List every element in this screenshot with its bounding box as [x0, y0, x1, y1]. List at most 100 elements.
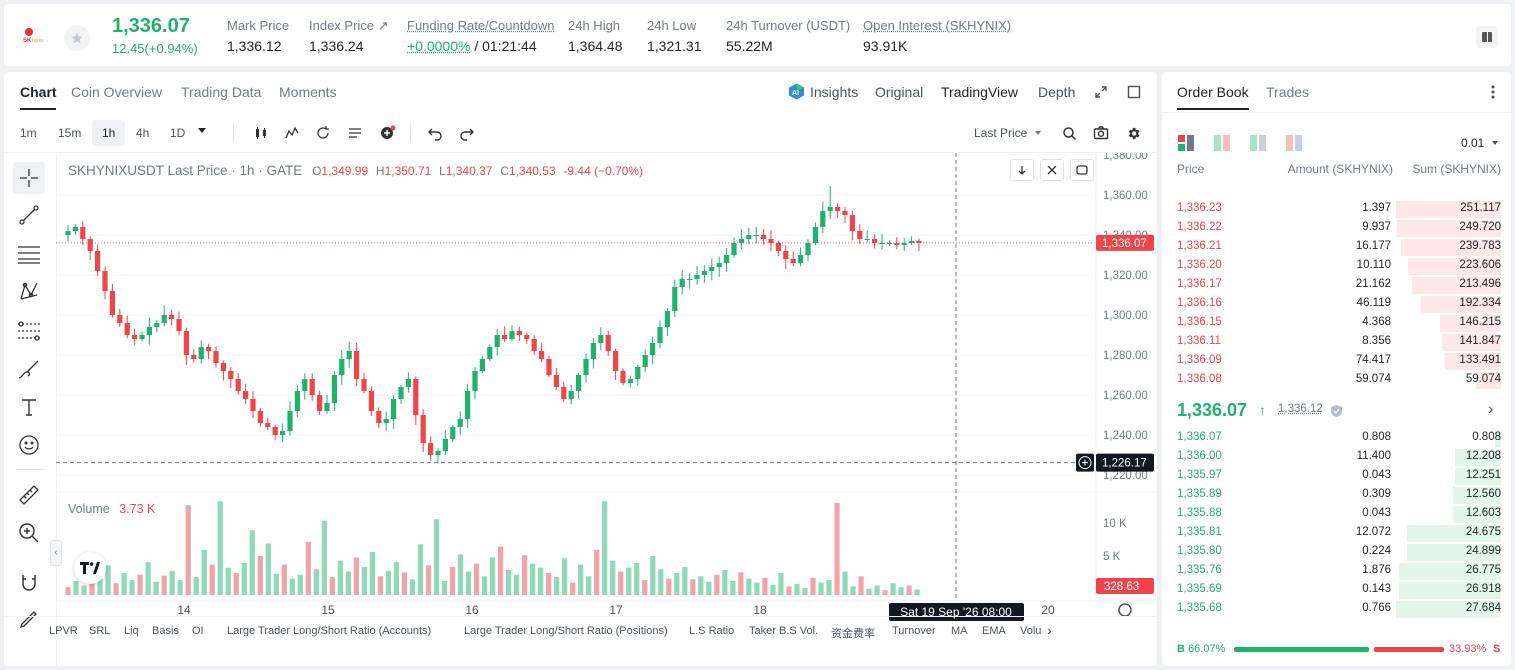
- maximize-pane-icon[interactable]: [1070, 159, 1094, 181]
- redo-icon[interactable]: [454, 120, 480, 146]
- price-type-select[interactable]: Last Price: [974, 126, 1028, 140]
- indicator-liq[interactable]: Liq: [124, 625, 139, 637]
- indicator-volume[interactable]: Volu: [1020, 625, 1042, 637]
- ask-row[interactable]: 1,336.16 46.119 192.334: [1162, 295, 1511, 314]
- lock-drawing-icon[interactable]: [16, 606, 42, 632]
- settings-gear-icon[interactable]: [1120, 120, 1146, 146]
- price-chart[interactable]: 1,380.001,360.001,340.001,320.001,300.00…: [56, 153, 1157, 666]
- search-icon[interactable]: [1056, 120, 1082, 146]
- layout-both-icon[interactable]: [1178, 135, 1194, 156]
- indicator-turnover[interactable]: Turnover: [892, 625, 936, 637]
- indicator-ls-ratio[interactable]: L.S Ratio: [689, 625, 735, 637]
- crosshair-tool-icon[interactable]: [13, 162, 45, 194]
- bid-row[interactable]: 1,336.07 0.808 0.808: [1162, 429, 1511, 448]
- candle-body: [213, 351, 219, 363]
- tab-trades[interactable]: Trades: [1266, 84, 1310, 100]
- bid-row[interactable]: 1,336.00 11.400 12.208: [1162, 448, 1511, 467]
- interval-1m[interactable]: 1m: [20, 126, 37, 140]
- interval-dropdown-icon[interactable]: [198, 128, 206, 133]
- indicator-lpvr[interactable]: LPVR: [49, 625, 78, 637]
- candle-body: [139, 335, 145, 339]
- ask-row[interactable]: 1,336.23 1.397 251.117: [1162, 200, 1511, 219]
- view-depth[interactable]: Depth: [1038, 84, 1076, 100]
- bid-row[interactable]: 1,335.76 1.876 26.775: [1162, 562, 1511, 581]
- brush-tool-icon[interactable]: [16, 356, 42, 382]
- bid-price: 1,335.80: [1177, 545, 1222, 557]
- ask-row[interactable]: 1,336.20 10.110 223.606: [1162, 257, 1511, 276]
- window-icon[interactable]: [1121, 79, 1147, 105]
- ask-row[interactable]: 1,336.22 9.937 249.720: [1162, 219, 1511, 238]
- bid-row[interactable]: 1,335.97 0.043 12.251: [1162, 467, 1511, 486]
- magnet-tool-icon[interactable]: [16, 570, 42, 596]
- time-scale-settings-icon[interactable]: [1118, 603, 1132, 617]
- tab-moments[interactable]: Moments: [279, 84, 337, 100]
- ask-row[interactable]: 1,336.11 8.356 141.847: [1162, 333, 1511, 352]
- ask-row[interactable]: 1,336.17 21.162 213.496: [1162, 276, 1511, 295]
- more-chevron-icon[interactable]: ›: [1488, 401, 1494, 418]
- interval-1h[interactable]: 1h: [92, 120, 126, 146]
- collapse-pane-icon[interactable]: [1040, 159, 1064, 181]
- more-options-icon[interactable]: [1488, 84, 1498, 100]
- ask-row[interactable]: 1,336.21 16.177 239.783: [1162, 238, 1511, 257]
- view-insights[interactable]: Insights: [810, 84, 859, 100]
- bid-row[interactable]: 1,335.69 0.143 26.918: [1162, 581, 1511, 600]
- interval-1d[interactable]: 1D: [170, 126, 186, 140]
- pattern-tool-icon[interactable]: [16, 279, 42, 305]
- text-tool-icon[interactable]: [16, 394, 42, 420]
- bid-row[interactable]: 1,335.81 12.072 24.675: [1162, 524, 1511, 543]
- replay-icon[interactable]: [310, 120, 336, 146]
- view-original[interactable]: Original: [875, 84, 924, 100]
- bid-row[interactable]: 1,335.68 0.766 27.684: [1162, 600, 1511, 619]
- indicator-oi[interactable]: OI: [192, 625, 204, 637]
- candle-type-icon[interactable]: [248, 120, 274, 146]
- ruler-tool-icon[interactable]: [16, 482, 42, 508]
- volume-bar: [714, 574, 720, 595]
- precision-select[interactable]: 0.01: [1461, 136, 1485, 150]
- horizontal-lines-tool-icon[interactable]: [16, 241, 42, 267]
- trend-line-tool-icon[interactable]: [16, 202, 42, 228]
- tab-order-book[interactable]: Order Book: [1177, 84, 1249, 100]
- expand-icon[interactable]: [1088, 79, 1114, 105]
- index-price-label[interactable]: Index Price ↗: [309, 18, 389, 33]
- layout-sell-icon[interactable]: [1286, 135, 1302, 156]
- indicators-scroll-right-icon[interactable]: ›: [1047, 622, 1052, 638]
- ask-row[interactable]: 1,336.08 59.074 59.074: [1162, 371, 1511, 390]
- indicator-ma[interactable]: MA: [951, 625, 968, 637]
- templates-icon[interactable]: [342, 120, 368, 146]
- layout-buy-icon[interactable]: [1250, 135, 1266, 156]
- fibonacci-tool-icon[interactable]: [16, 318, 42, 344]
- indicator-srl[interactable]: SRL: [89, 625, 111, 637]
- emoji-tool-icon[interactable]: [16, 432, 42, 458]
- move-down-icon[interactable]: [1010, 159, 1034, 181]
- add-indicator-icon[interactable]: [375, 120, 401, 146]
- zoom-in-tool-icon[interactable]: [16, 520, 42, 546]
- book-icon[interactable]: [1476, 26, 1498, 48]
- indicator-basis[interactable]: Basis: [152, 625, 179, 637]
- tab-trading-data[interactable]: Trading Data: [181, 84, 262, 100]
- collapse-tools-handle[interactable]: ‹: [50, 540, 62, 566]
- bid-row[interactable]: 1,335.89 0.309 12.560: [1162, 486, 1511, 505]
- favorite-star-icon[interactable]: [64, 25, 90, 51]
- layout-bids-icon[interactable]: [1214, 135, 1230, 156]
- tab-coin-overview[interactable]: Coin Overview: [71, 84, 163, 100]
- ask-row[interactable]: 1,336.09 74.417 133.491: [1162, 352, 1511, 371]
- precision-dropdown-icon[interactable]: [1492, 141, 1498, 145]
- interval-15m[interactable]: 15m: [58, 126, 82, 140]
- indicator-lt-ls-positions[interactable]: Large Trader Long/Short Ratio (Positions…: [464, 625, 668, 637]
- tab-chart[interactable]: Chart: [20, 84, 57, 100]
- interval-4h[interactable]: 4h: [136, 126, 150, 140]
- bid-row[interactable]: 1,335.88 0.043 12.603: [1162, 505, 1511, 524]
- price-type-dropdown-icon[interactable]: [1035, 131, 1041, 135]
- camera-icon[interactable]: [1088, 120, 1114, 146]
- view-tradingview[interactable]: TradingView: [941, 84, 1019, 100]
- indicator-taker-bs-vol[interactable]: Taker B.S Vol.: [749, 625, 819, 637]
- volume-bar: [562, 558, 568, 595]
- undo-icon[interactable]: [422, 120, 448, 146]
- indicator-lt-ls-accounts[interactable]: Large Trader Long/Short Ratio (Accounts): [227, 625, 432, 637]
- bid-row[interactable]: 1,335.80 0.224 24.899: [1162, 543, 1511, 562]
- indicators-icon[interactable]: [279, 120, 305, 146]
- ask-row[interactable]: 1,336.15 4.368 146.215: [1162, 314, 1511, 333]
- funding-rate-label[interactable]: Funding Rate/Countdown: [407, 18, 555, 33]
- indicator-funding-rate[interactable]: 资金费率: [831, 628, 875, 640]
- indicator-ema[interactable]: EMA: [982, 625, 1006, 637]
